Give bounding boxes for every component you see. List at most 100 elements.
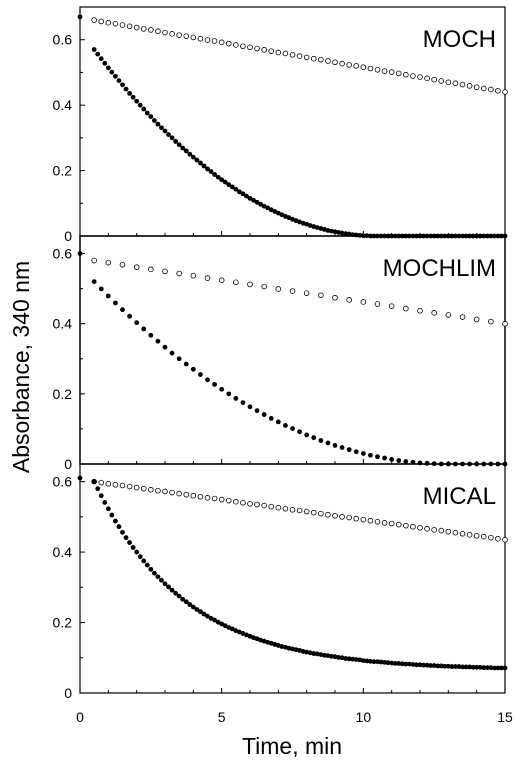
data-point-filled <box>371 659 377 665</box>
data-point-filled <box>127 540 132 545</box>
data-point-filled <box>155 121 161 127</box>
data-point-open <box>459 314 466 320</box>
data-point-filled <box>318 438 324 443</box>
data-point-open <box>488 86 494 93</box>
data-point-filled <box>449 664 455 669</box>
data-point-filled <box>137 554 143 560</box>
data-point-open <box>495 535 501 542</box>
data-point-open <box>247 44 253 51</box>
data-point-open <box>183 491 190 498</box>
data-point-filled <box>113 73 118 79</box>
data-point-filled <box>116 524 122 530</box>
data-point-filled <box>187 151 193 157</box>
panel-label: MICAL <box>423 483 496 510</box>
data-point-filled <box>460 664 465 670</box>
data-point-filled <box>205 166 210 172</box>
data-point-filled <box>346 231 352 237</box>
data-point-filled <box>141 106 147 112</box>
data-point-filled <box>198 372 203 377</box>
data-point-open <box>310 55 317 62</box>
data-point-filled <box>332 443 338 448</box>
data-point-filled <box>134 98 140 104</box>
data-point-open <box>388 69 395 75</box>
series-open <box>91 478 508 543</box>
data-point-filled <box>268 416 274 421</box>
data-point-filled <box>336 230 341 235</box>
data-point-open <box>140 485 147 492</box>
data-point-filled <box>105 65 111 71</box>
data-point-open <box>233 498 239 505</box>
data-point-open <box>495 87 501 94</box>
data-point-filled <box>233 396 239 401</box>
data-point-filled <box>155 574 161 580</box>
data-point-filled <box>226 391 232 397</box>
data-point-filled <box>428 663 434 668</box>
data-point-filled <box>421 662 426 668</box>
data-point-open <box>431 310 437 316</box>
data-point-filled <box>162 344 168 350</box>
data-point-filled <box>406 661 412 667</box>
data-point-filled <box>254 199 260 205</box>
data-point-filled <box>144 562 150 568</box>
data-point-filled <box>332 229 338 235</box>
data-point-open <box>282 505 289 512</box>
data-point-open <box>339 60 345 67</box>
data-point-open <box>488 318 494 325</box>
data-point-filled <box>98 493 104 499</box>
data-point-filled <box>198 609 203 615</box>
data-point-open <box>459 81 466 88</box>
data-point-filled <box>148 114 154 119</box>
data-point-open <box>480 85 487 92</box>
data-point-open <box>233 279 239 286</box>
data-point-open <box>275 504 282 511</box>
data-point-open <box>353 63 360 69</box>
y-tick-label: 0.6 <box>53 246 73 262</box>
data-point-filled <box>261 412 267 417</box>
data-point-filled <box>113 300 118 306</box>
data-point-filled <box>77 14 83 20</box>
data-point-open <box>261 502 267 509</box>
data-point-open <box>289 506 296 513</box>
data-point-filled <box>343 656 349 661</box>
data-point-filled <box>488 665 494 671</box>
panel-label: MOCH <box>423 26 496 53</box>
y-tick-label: 0.2 <box>53 386 73 402</box>
data-point-filled <box>283 423 288 428</box>
data-point-filled <box>98 286 104 292</box>
data-point-filled <box>353 449 359 455</box>
data-point-open <box>473 533 480 539</box>
data-point-filled <box>91 47 97 52</box>
data-point-open <box>403 305 409 312</box>
data-point-filled <box>201 163 207 169</box>
data-point-filled <box>258 201 264 207</box>
data-point-filled <box>424 662 430 668</box>
data-point-filled <box>226 182 232 188</box>
data-point-open <box>148 27 154 33</box>
data-point-open <box>126 23 133 30</box>
series-filled <box>77 251 508 467</box>
data-point-open <box>367 65 374 72</box>
data-point-filled <box>91 279 97 284</box>
data-point-open <box>502 89 508 95</box>
data-point-filled <box>166 132 171 137</box>
data-point-filled <box>91 479 97 485</box>
data-point-filled <box>431 663 437 668</box>
data-point-open <box>318 292 324 299</box>
data-point-filled <box>120 529 125 535</box>
data-point-filled <box>208 615 214 621</box>
data-point-filled <box>205 613 210 619</box>
data-point-open <box>310 509 317 516</box>
data-point-filled <box>336 655 341 660</box>
data-point-filled <box>254 408 260 414</box>
data-point-filled <box>208 169 214 174</box>
data-point-filled <box>123 86 129 92</box>
data-point-filled <box>130 94 136 100</box>
data-point-filled <box>491 665 497 671</box>
data-point-filled <box>219 386 225 392</box>
data-point-open <box>374 301 381 307</box>
data-point-filled <box>212 381 217 387</box>
data-point-filled <box>134 320 140 326</box>
data-point-filled <box>424 460 430 466</box>
data-point-filled <box>396 458 402 463</box>
data-point-filled <box>311 435 317 441</box>
